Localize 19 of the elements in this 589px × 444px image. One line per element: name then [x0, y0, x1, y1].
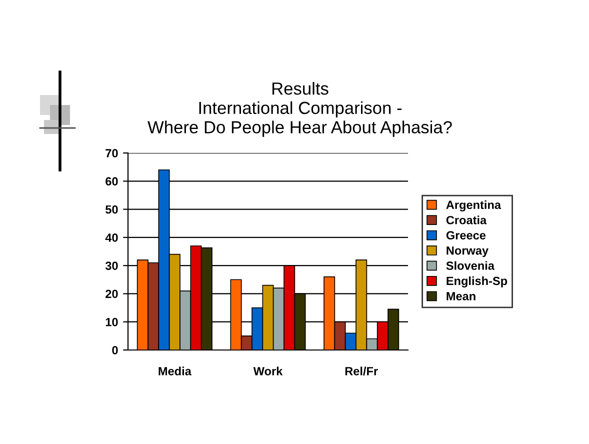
x-tick-label: Media [158, 366, 192, 376]
y-tick-label: 40 [105, 233, 118, 242]
y-tick-label: 0 [112, 346, 118, 354]
legend-label: Slovenia [446, 261, 495, 270]
legend-label: Mean [446, 292, 476, 300]
x-tick-label: Rel/Fr [345, 366, 378, 376]
chart-title: Results International Comparison - Where Do People Hear About Aphasia? [148, 82, 452, 137]
legend-label: English-Sp [446, 276, 508, 288]
y-tick-label: 30 [105, 262, 118, 270]
y-tick-label: 50 [106, 205, 118, 214]
x-tick-label: Work [253, 366, 283, 376]
y-tick-label: 60 [106, 177, 118, 186]
legend-label: Norway [446, 246, 488, 258]
y-tick-label: 70 [106, 149, 118, 158]
legend-label: Argentina [446, 200, 502, 212]
legend-label: Greece [446, 231, 486, 240]
y-tick-label: 20 [106, 290, 118, 298]
legend-label: Croatia [446, 216, 487, 224]
y-tick-label: 10 [106, 318, 118, 326]
